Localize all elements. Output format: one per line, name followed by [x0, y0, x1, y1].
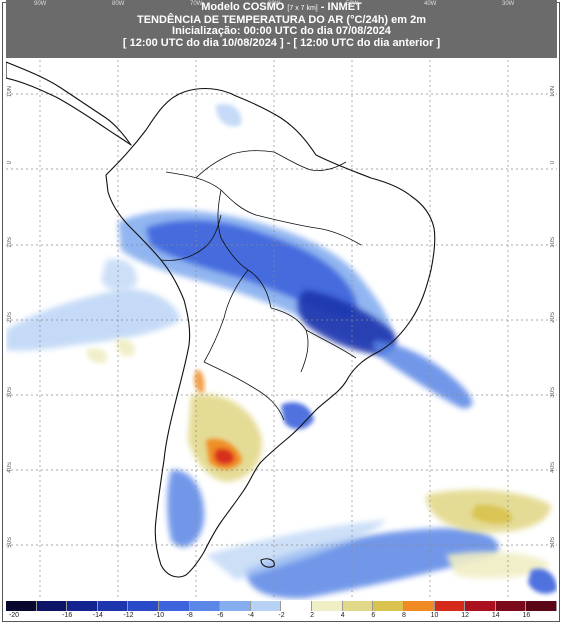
south-america-outline	[105, 87, 436, 578]
longitude-label: 80W	[112, 1, 125, 7]
coastlines	[6, 61, 436, 578]
latitude-label: 40S	[550, 462, 556, 473]
agency-name: - INMET	[317, 1, 362, 13]
colorbar-tick-label: 6	[371, 612, 376, 619]
map-canvas	[6, 0, 557, 600]
cooling-pacific	[6, 289, 181, 351]
latitude-label: 30S	[7, 387, 13, 398]
colorbar-tick-label: -20	[8, 612, 20, 619]
colorbar-cell	[189, 601, 221, 611]
cooling-south-atlantic	[246, 528, 499, 599]
map: Modelo COSMO [7 x 7 km] - INMET TENDÊNCI…	[6, 0, 557, 600]
colorbar-tick-label: -12	[123, 612, 134, 619]
longitude-label: 70W	[190, 1, 203, 7]
colorbar-cell	[220, 601, 251, 611]
colorbar-tick-label: -8	[186, 612, 193, 619]
latitude-label: 10N	[7, 86, 13, 98]
colorbar-cell	[403, 601, 435, 611]
warming-argentina-peak	[215, 449, 234, 464]
longitude-label: 40W	[424, 1, 437, 7]
model-name: Modelo COSMO	[201, 1, 285, 13]
period-text: [ 12:00 UTC do dia 10/08/2024 ] - [ 12:0…	[122, 36, 441, 49]
latitude-label: 20S	[550, 312, 556, 323]
cooling-north	[216, 103, 242, 127]
latitude-label: 0	[7, 161, 13, 165]
latitude-label: 10S	[7, 237, 13, 248]
initialization-text: Inicialização: 00:00 UTC do dia 07/08/20…	[172, 25, 391, 37]
colorbar-cell	[342, 601, 374, 611]
warming-atlantic-se	[446, 551, 551, 579]
colorbar-tick-label: 16	[522, 612, 531, 619]
warming-argentina-light	[188, 394, 262, 482]
colorbar-cell	[36, 601, 68, 611]
cooling-patagonia	[167, 469, 205, 548]
longitude-label: 50W	[346, 1, 359, 7]
colorbar-tick-label: -6	[217, 612, 224, 619]
colorbar-cell	[250, 601, 282, 611]
latitude-label: 40S	[7, 462, 13, 473]
colorbar-cell	[373, 601, 404, 611]
header-model-line: Modelo COSMO [7 x 7 km] - INMET	[6, 1, 557, 15]
colorbar-tick-label: 12	[461, 612, 470, 619]
colorbar-cell	[312, 601, 343, 611]
colorbar-labels: -20 -16 -14 -12 -10 -8 -6 -4 -2 2 4 6 8 10 12 14 16	[6, 612, 557, 622]
colorbar-cell	[128, 601, 160, 611]
map-title: TENDÊNCIA DE TEMPERATURA DO AR (°C/24h) …	[137, 13, 426, 26]
country-borders	[160, 150, 362, 421]
colorbar-cell	[6, 601, 37, 611]
longitude-label: 90W	[34, 1, 47, 7]
cooling-south-atlantic-light	[206, 520, 386, 580]
warming-pacific-patch	[86, 348, 108, 364]
colorbar-cell	[465, 601, 496, 611]
colorbar-cell	[526, 601, 557, 611]
latitude-label: 50S	[550, 537, 556, 548]
colorbar-cell	[97, 601, 129, 611]
latitude-label: 30S	[550, 387, 556, 398]
latitude-label: 10S	[550, 237, 556, 248]
colorbar-cell	[434, 601, 466, 611]
map-header: Modelo COSMO [7 x 7 km] - INMET TENDÊNCI…	[6, 0, 557, 58]
colorbar-tick-label: -4	[247, 612, 254, 619]
colorbar-tick-label: 4	[340, 612, 345, 619]
latitude-label: 20S	[7, 312, 13, 323]
colorbar-cell	[159, 601, 190, 611]
warming-pacific-patch-2	[115, 338, 135, 357]
cooling-uruguay	[281, 402, 314, 430]
model-resolution: [7 x 7 km]	[287, 5, 318, 12]
colorbar-tick-label: 14	[491, 612, 500, 619]
longitude-label: 30W	[502, 1, 515, 7]
latitude-label: 50S	[7, 537, 13, 548]
colorbar-tick-label: -16	[62, 612, 73, 619]
colorbar	[6, 601, 557, 611]
colorbar-cell	[495, 601, 527, 611]
colorbar-tick-label: -14	[92, 612, 103, 619]
cooling-pacific-north	[101, 258, 137, 292]
colorbar-cell	[281, 601, 313, 611]
colorbar-tick-label: 8	[401, 612, 406, 619]
latitude-label: 10N	[550, 86, 556, 98]
latitude-label: 0	[550, 161, 556, 165]
colorbar-cell	[67, 601, 98, 611]
colorbar-tick-label: -2	[278, 612, 285, 619]
falklands-outline	[260, 558, 275, 568]
colorbar-tick-label: 10	[430, 612, 439, 619]
colorbar-tick-label: 2	[310, 612, 315, 619]
colorbar-tick-label: -10	[153, 612, 165, 619]
cooling-brazil-core	[297, 290, 397, 355]
cooling-offshore	[372, 340, 473, 409]
graticule	[6, 0, 557, 600]
longitude-label: 60W	[268, 1, 281, 7]
warming-south-atlantic-core	[471, 504, 512, 524]
central-america-outline	[6, 61, 132, 146]
warming-andes	[194, 369, 205, 394]
cooling-atlantic-corner	[528, 568, 557, 594]
temperature-field	[6, 103, 557, 599]
